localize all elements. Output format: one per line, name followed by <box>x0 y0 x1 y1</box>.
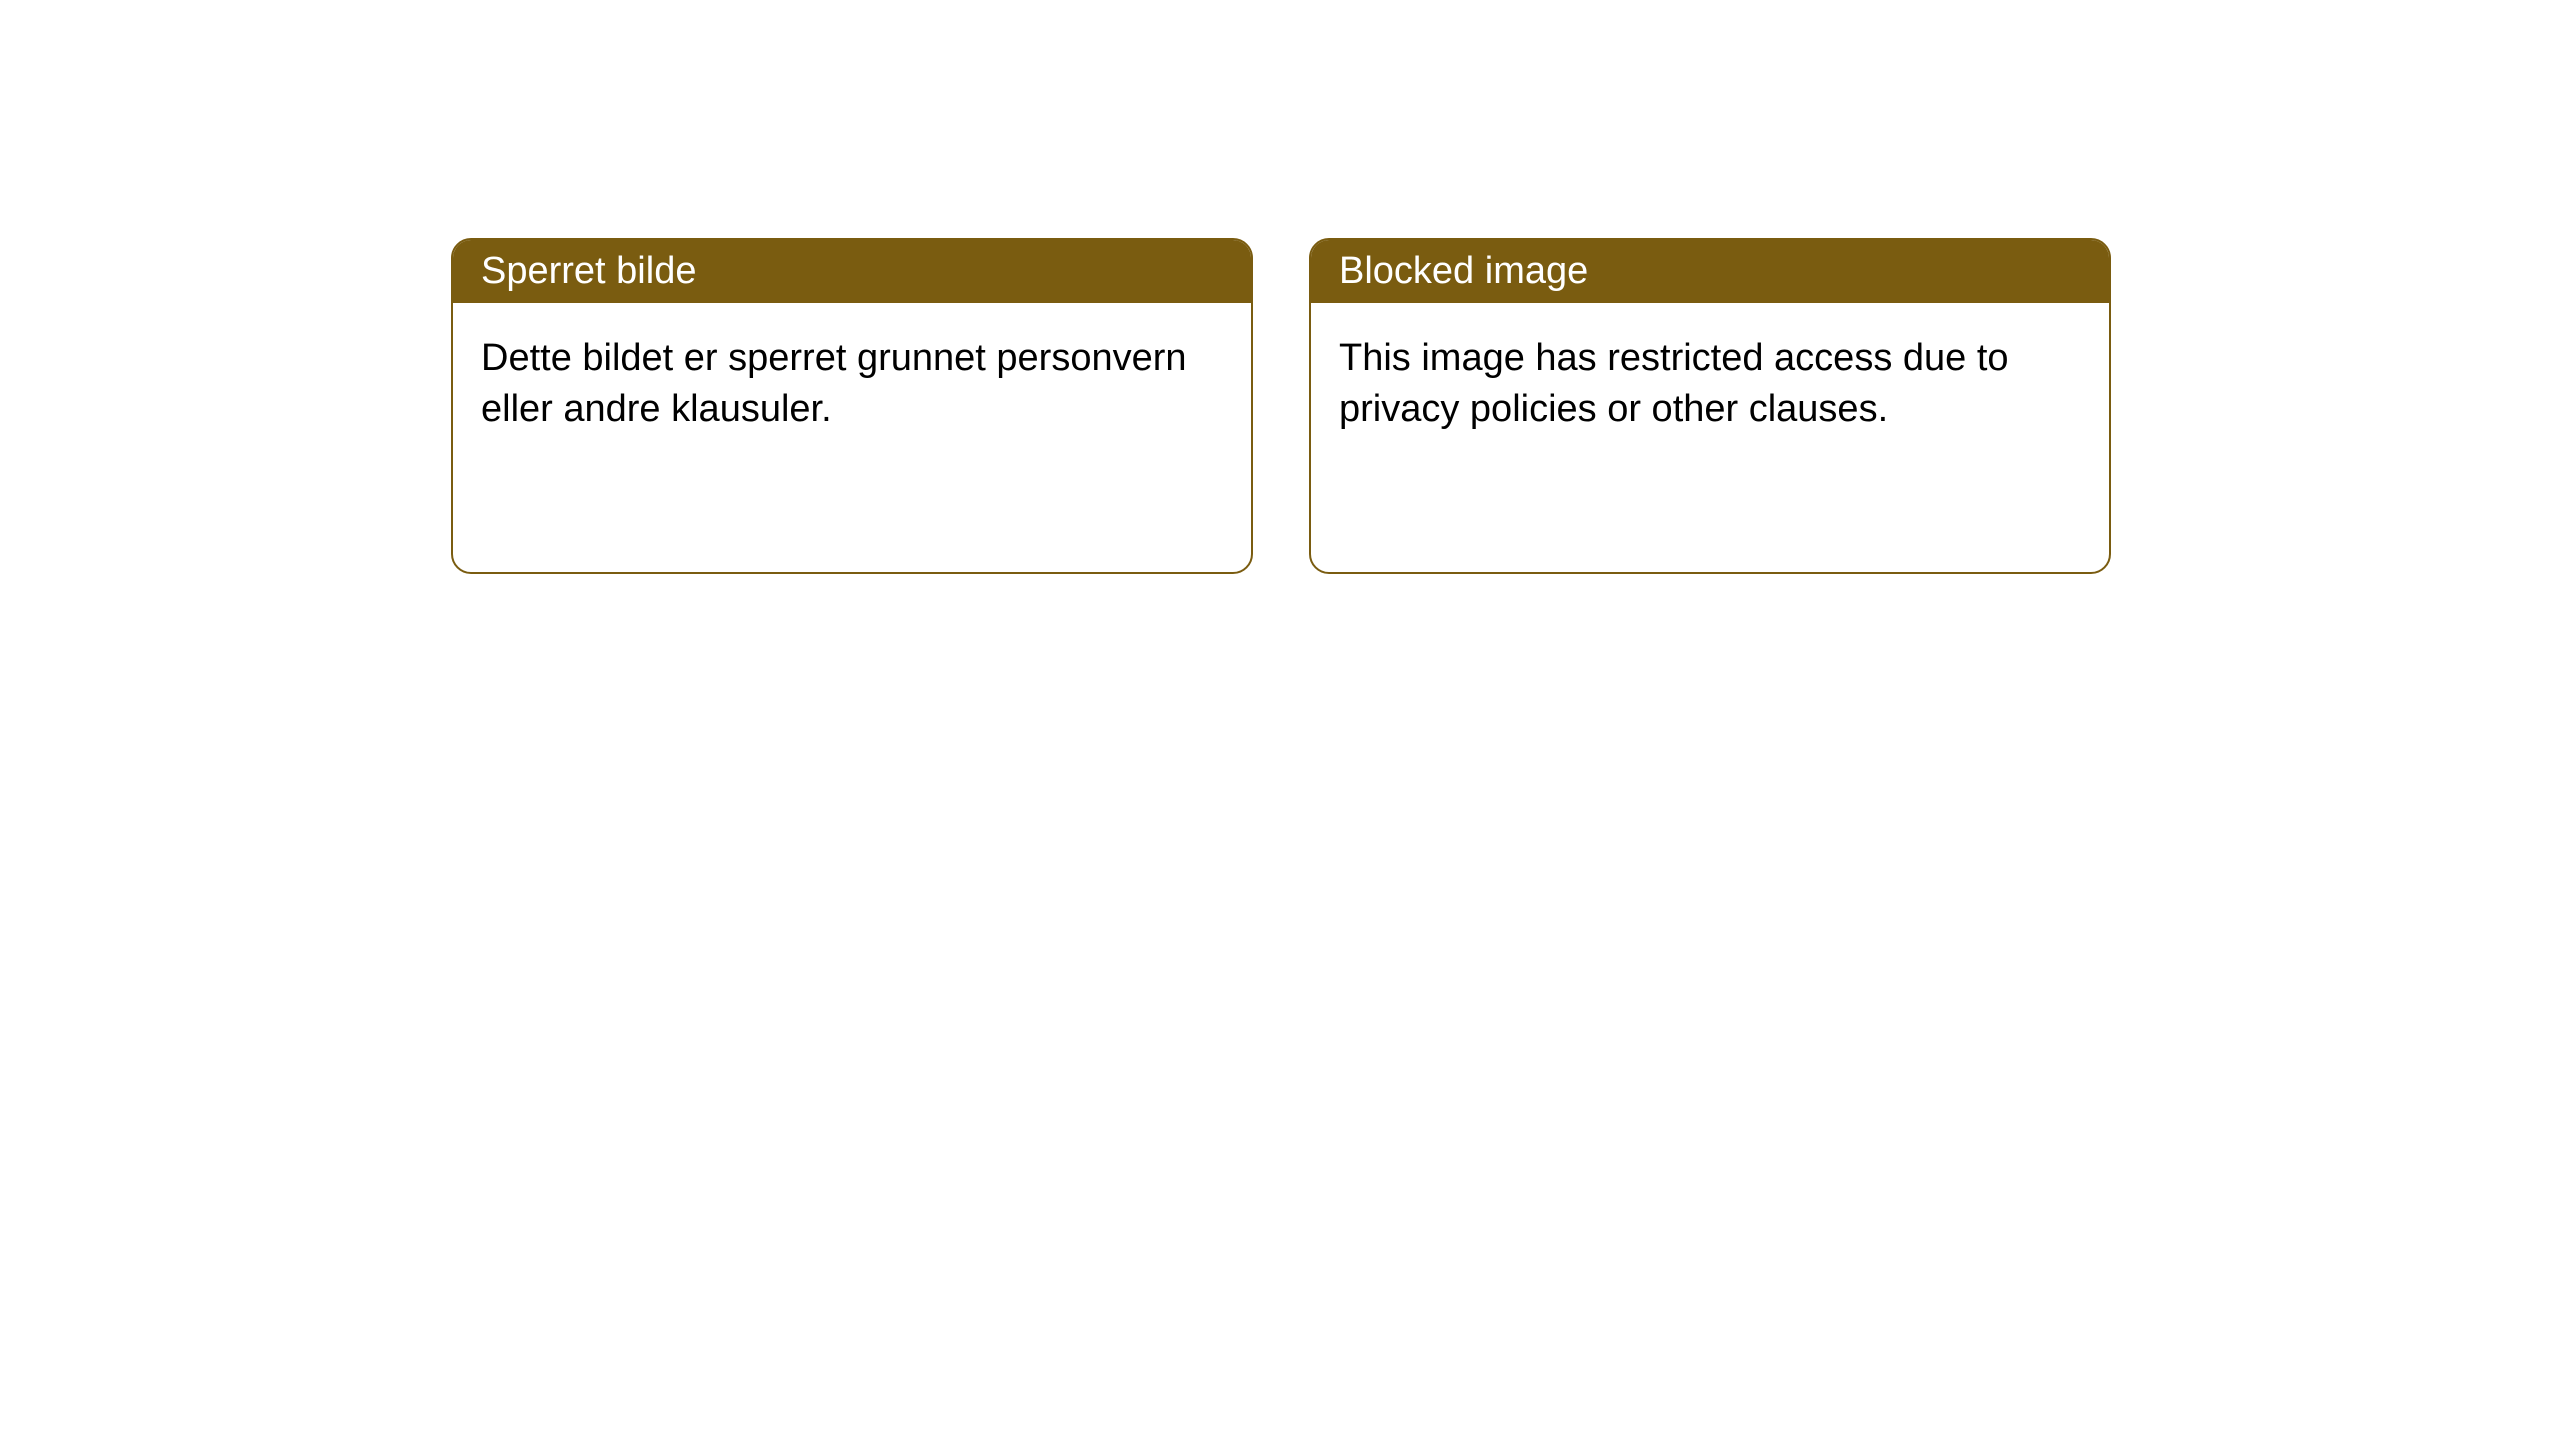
card-body: This image has restricted access due to … <box>1311 303 2109 466</box>
card-header: Sperret bilde <box>453 240 1251 303</box>
blocked-notice-container: Sperret bilde Dette bildet er sperret gr… <box>451 238 2111 574</box>
blocked-notice-card-en: Blocked image This image has restricted … <box>1309 238 2111 574</box>
card-message: This image has restricted access due to … <box>1339 337 2009 430</box>
card-title: Sperret bilde <box>481 250 696 292</box>
blocked-notice-card-no: Sperret bilde Dette bildet er sperret gr… <box>451 238 1253 574</box>
card-title: Blocked image <box>1339 250 1588 292</box>
card-body: Dette bildet er sperret grunnet personve… <box>453 303 1251 466</box>
card-header: Blocked image <box>1311 240 2109 303</box>
card-message: Dette bildet er sperret grunnet personve… <box>481 337 1187 430</box>
